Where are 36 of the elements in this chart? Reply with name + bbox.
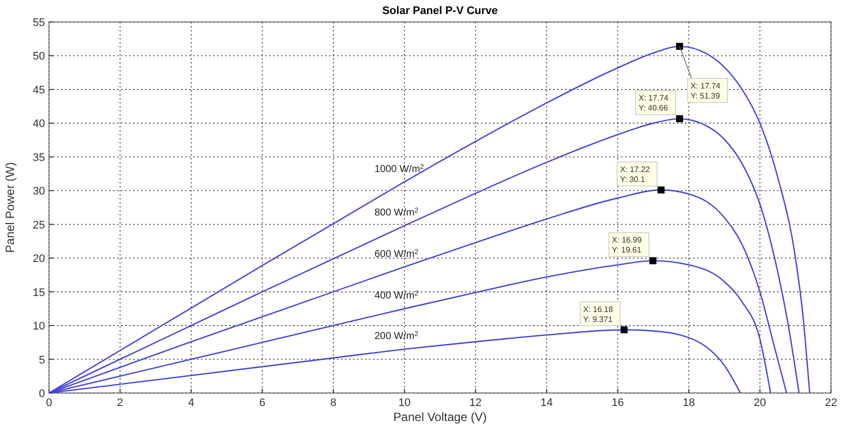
y-axis-title: Panel Power (W) <box>3 162 17 253</box>
series-label: 400 W/m$^{2}$ <box>374 290 418 302</box>
x-tick-label: 16 <box>612 397 624 409</box>
x-tick-label: 10 <box>398 397 411 409</box>
y-tick-label: 20 <box>32 253 45 266</box>
annotation: X: 17.74 Y: 40.66 <box>638 94 669 113</box>
y-tick-label: 55 <box>32 17 45 29</box>
annotation: X: 17.74 Y: 51.39 <box>690 81 721 100</box>
y-tick-label: 45 <box>32 84 45 96</box>
y-tick-label: 35 <box>32 152 45 164</box>
x-tick-label: 20 <box>754 397 766 409</box>
annotation: X: 17.22 Y: 30.1 <box>620 164 650 184</box>
x-tick-label: 18 <box>682 397 695 409</box>
annotation: X: 16.99 Y: 19.61 <box>612 236 642 255</box>
y-tick-label: 15 <box>32 286 45 299</box>
y-tick-label: 5 <box>38 354 45 366</box>
series-label: 200 W/m$^{2}$ <box>374 330 418 342</box>
y-tick-label: 0 <box>38 388 45 400</box>
x-tick-label: 22 <box>824 397 838 409</box>
series-label: 600 W/m$^{2}$ <box>374 248 418 260</box>
series-label: 1000 W/m$^{2}$ <box>374 163 424 175</box>
x-tick-label: 8 <box>330 397 336 409</box>
x-tick-label: 14 <box>540 397 553 409</box>
y-tick-label: 40 <box>32 118 45 130</box>
y-tick-label: 10 <box>32 320 45 333</box>
x-tick-label: 2 <box>117 397 124 409</box>
series-label: 800 W/m$^{2}$ <box>374 207 418 219</box>
x-tick-label: 12 <box>469 397 482 409</box>
x-tick-label: 6 <box>259 397 266 409</box>
x-axis-title: Panel Voltage (V) <box>393 410 487 424</box>
chart-title: Solar Panel P-V Curve <box>382 5 498 17</box>
y-tick-label: 50 <box>32 50 45 63</box>
annotation: X: 16.18 Y: 9.371 <box>583 304 614 324</box>
y-tick-label: 25 <box>32 219 45 232</box>
y-tick-label: 30 <box>32 186 45 198</box>
x-tick-label: 4 <box>188 397 194 409</box>
